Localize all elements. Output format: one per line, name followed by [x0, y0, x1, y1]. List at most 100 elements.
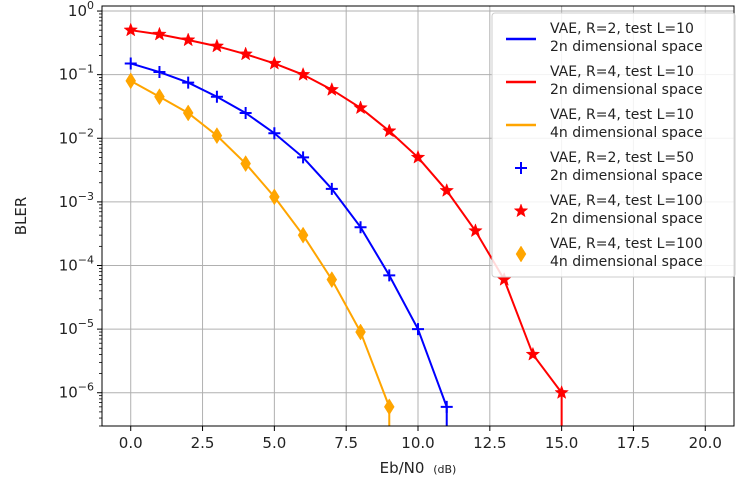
data-point-plus	[354, 221, 367, 234]
data-point-plus	[440, 400, 453, 413]
y-tick-base: 10	[68, 2, 87, 20]
legend-item: VAE, R=2, test L=10 2n dimensional space	[506, 21, 703, 55]
series-line	[130, 62, 448, 426]
y-tick-base: 10	[59, 320, 78, 338]
data-point-star	[209, 38, 225, 53]
y-tick-label: 10−2	[59, 126, 94, 147]
data-point-star	[295, 66, 311, 81]
y-tick-base: 10	[59, 193, 78, 211]
series-4	[123, 22, 569, 399]
x-tick-label: 17.5	[617, 434, 650, 452]
legend-label: VAE, R=4, test L=100	[550, 193, 703, 209]
y-tick-base: 10	[59, 66, 78, 84]
legend-label: VAE, R=4, test L=10	[550, 107, 694, 123]
legend-label: 2n dimensional space	[550, 39, 703, 55]
data-point-star	[123, 22, 139, 37]
legend-swatch-plus	[515, 162, 527, 174]
y-tick-exponent: −4	[78, 254, 94, 267]
data-point-star	[180, 32, 196, 47]
series-5	[125, 72, 395, 416]
y-tick-label: 10−5	[59, 317, 94, 338]
legend-label: VAE, R=2, test L=10	[550, 21, 694, 37]
data-point-plus	[239, 106, 252, 119]
series-2	[130, 79, 391, 426]
y-tick-label: 100	[68, 0, 94, 20]
data-point-diamond	[154, 88, 165, 106]
data-point-diamond	[211, 127, 223, 145]
x-tick-label: 7.5	[334, 434, 358, 452]
data-point-diamond	[297, 226, 309, 244]
data-point-star	[324, 81, 340, 96]
data-point-diamond	[326, 271, 338, 289]
y-axis-label: BLER	[12, 197, 30, 236]
data-point-star	[353, 100, 368, 115]
x-tick-label: 2.5	[191, 434, 215, 452]
x-tick-label: 10.0	[401, 434, 434, 452]
legend-label: 4n dimensional space	[550, 125, 703, 141]
legend-label: 2n dimensional space	[550, 82, 703, 98]
x-tick-label: 20.0	[689, 434, 722, 452]
x-tick-label: 15.0	[545, 434, 578, 452]
data-point-plus	[210, 90, 223, 103]
data-point-star	[468, 223, 483, 238]
data-point-plus	[412, 323, 424, 336]
data-point-plus	[297, 151, 310, 164]
data-point-star	[525, 346, 541, 361]
legend-box	[491, 12, 736, 278]
data-point-plus	[383, 269, 396, 282]
legend-label: 2n dimensional space	[550, 211, 703, 227]
x-axis-label-text: Eb/N0	[380, 459, 425, 477]
y-tick-label: 10−1	[59, 63, 94, 84]
data-point-plus	[325, 182, 338, 195]
legend-item: VAE, R=2, test L=50 2n dimensional space	[515, 150, 703, 184]
legend-label: 2n dimensional space	[550, 168, 703, 184]
y-tick-base: 10	[59, 384, 78, 402]
y-tick-label: 10−4	[59, 254, 94, 275]
y-tick-exponent: 0	[87, 0, 94, 12]
legend-item: VAE, R=4, test L=100 2n dimensional space	[513, 193, 703, 227]
legend-swatch-diamond	[515, 245, 527, 263]
legend-label: 4n dimensional space	[550, 254, 703, 270]
plot-series	[123, 22, 569, 426]
y-tick-label: 10−3	[59, 190, 94, 211]
y-tick-exponent: −5	[78, 317, 94, 330]
x-axis-ticks: 0.0 2.5 5.0 7.5 10.0 12.5 15.0 17.5 20.0	[119, 426, 722, 452]
data-point-diamond	[383, 398, 395, 416]
data-point-star	[267, 55, 282, 70]
data-point-star	[439, 182, 455, 197]
legend-item: VAE, R=4, test L=100 4n dimensional space	[515, 236, 703, 270]
data-point-plus	[124, 57, 137, 70]
legend-label: VAE, R=4, test L=100	[550, 236, 703, 252]
y-tick-exponent: −6	[78, 381, 94, 394]
x-axis-label-unit: (dB)	[433, 463, 456, 476]
y-tick-label: 10−6	[59, 381, 94, 402]
y-tick-exponent: −2	[78, 126, 94, 139]
data-point-diamond	[125, 72, 137, 90]
x-axis-label: Eb/N0 (dB)	[380, 459, 457, 477]
x-tick-label: 5.0	[262, 434, 286, 452]
series-line	[130, 79, 391, 426]
series-3	[124, 57, 453, 413]
data-point-star	[238, 46, 253, 61]
legend-swatch-star	[513, 203, 529, 218]
data-point-star	[410, 149, 426, 164]
data-point-diamond	[182, 104, 194, 122]
data-point-diamond	[269, 188, 280, 206]
legend-label: VAE, R=2, test L=50	[550, 150, 694, 166]
data-point-plus	[268, 127, 281, 140]
x-tick-label: 0.0	[119, 434, 143, 452]
data-point-diamond	[355, 323, 366, 341]
data-point-plus	[153, 66, 166, 79]
y-tick-base: 10	[59, 257, 78, 275]
y-tick-exponent: −1	[78, 63, 94, 76]
x-tick-label: 12.5	[473, 434, 506, 452]
data-point-star	[381, 123, 397, 138]
legend-item: VAE, R=4, test L=10 4n dimensional space	[506, 107, 703, 141]
data-point-plus	[182, 76, 195, 89]
data-point-star	[152, 26, 167, 41]
data-point-diamond	[240, 155, 251, 173]
y-tick-exponent: −3	[78, 190, 94, 203]
